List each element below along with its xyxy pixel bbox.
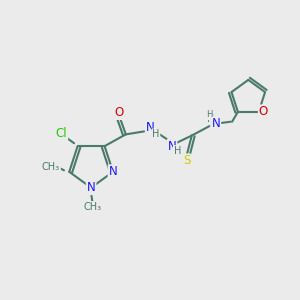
Text: N: N — [168, 140, 176, 153]
Text: CH₃: CH₃ — [83, 202, 102, 212]
Text: S: S — [183, 154, 190, 167]
Text: H: H — [152, 129, 160, 140]
Text: Cl: Cl — [56, 127, 67, 140]
Text: N: N — [212, 117, 220, 130]
Text: H: H — [174, 146, 181, 156]
Text: H: H — [207, 114, 214, 124]
Text: N: N — [146, 122, 155, 134]
Text: O: O — [115, 106, 124, 119]
Text: O: O — [259, 105, 268, 119]
Text: N: N — [109, 165, 117, 178]
Text: CH₃: CH₃ — [42, 161, 60, 172]
Text: H: H — [206, 110, 213, 119]
Text: N: N — [87, 181, 95, 194]
